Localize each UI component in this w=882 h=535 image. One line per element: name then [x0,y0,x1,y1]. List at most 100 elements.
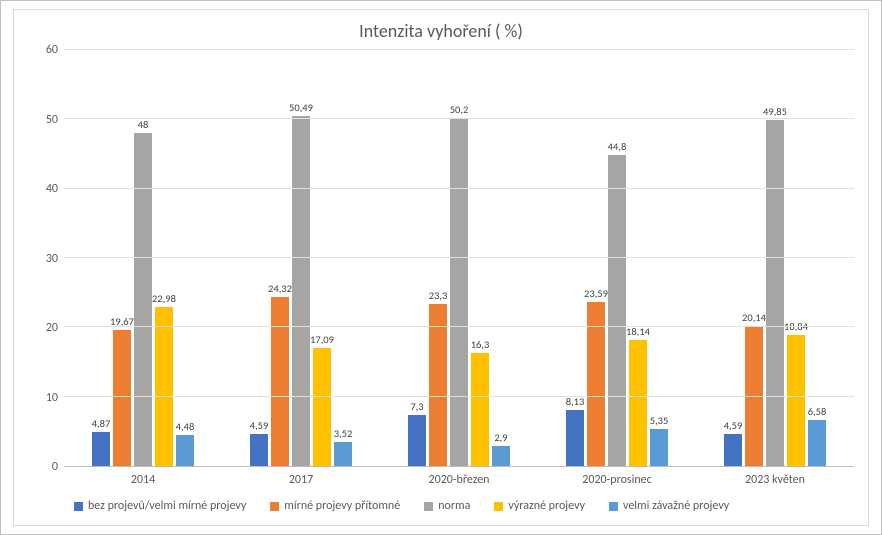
x-tick-label: 2023 květen [696,471,854,493]
bar-value-label: 4,48 [176,420,195,433]
bar-column: 4,59 [724,50,742,466]
bar [766,120,784,466]
x-tick-label: 2020-březen [380,471,538,493]
bar-group: 4,5920,1449,8518,846,58 [696,50,854,466]
gridline [64,396,854,397]
legend-label: norma [438,499,470,513]
bar-column: 7,3 [408,50,426,466]
bar-column: 4,87 [92,50,110,466]
bar [250,434,268,466]
bar-value-label: 49,85 [763,105,787,118]
gridline [64,49,854,50]
bar [113,330,131,466]
legend-item: velmi závažné projevy [609,499,729,513]
bar-value-label: 4,59 [724,419,743,432]
bar-column: 23,59 [587,50,605,466]
bar [724,434,742,466]
y-tick-label: 0 [52,460,58,474]
bar-column: 20,14 [745,50,763,466]
x-tick-label: 2014 [64,471,222,493]
bar-column: 18,84 [787,50,805,466]
plot-area: 4,8719,67 48 22,984,48 4,59 24,32 50,4917,093… [64,50,854,467]
y-tick-label: 30 [46,252,58,266]
legend-label: výrazné projevy [508,499,585,513]
bar-value-label: 50,2 [450,103,469,116]
bar-column: 4,48 [176,50,194,466]
bar-group: 7,3 23,3 50,2 16,3 2,9 [380,50,538,466]
bar [471,353,489,466]
bar-value-label: 23,59 [584,287,608,300]
gridline [64,326,854,327]
bar-value-label: 48 [138,118,149,131]
bar-column: 19,67 [113,50,131,466]
legend-item: bez projevů/velmi mírné projevy [74,499,246,513]
bar-value-label: 7,3 [410,400,423,413]
bar-value-label: 2,9 [494,431,507,444]
legend-item: norma [424,499,470,513]
bar-column: 50,49 [292,50,310,466]
bar-column: 4,59 [250,50,268,466]
x-tick-label: 2017 [222,471,380,493]
bar [408,415,426,466]
bar-column: 23,3 [429,50,447,466]
legend-label: bez projevů/velmi mírné projevy [88,499,246,513]
bar [176,435,194,466]
gridline [64,257,854,258]
bar-value-label: 24,32 [268,282,292,295]
bar-group: 4,59 24,32 50,4917,093,52 [222,50,380,466]
bar-value-label: 4,59 [250,419,269,432]
plot-row: 0102030405060 4,8719,674822,984,484,5924… [14,50,868,467]
bar-column: 48 [134,50,152,466]
bar [808,420,826,466]
gridline [64,118,854,119]
bar-value-label: 16,3 [471,338,490,351]
bar [334,442,352,466]
bar-group: 4,8719,67 48 22,984,48 [64,50,222,466]
chart-container: Intenzita vyhoření ( %) 0102030405060 4,… [0,0,882,535]
bar-column: 5,35 [650,50,668,466]
bar [450,118,468,466]
bar [608,155,626,466]
bar-column: 24,32 [271,50,289,466]
bar-column: 50,2 [450,50,468,466]
bar-column: 17,09 [313,50,331,466]
bar-value-label: 50,49 [289,101,313,114]
bar [566,410,584,466]
bar-value-label: 6,58 [808,405,827,418]
bar [787,335,805,466]
bar-groups: 4,8719,67 48 22,984,48 4,59 24,32 50,4917,093… [64,50,854,466]
x-tick-label: 2020-prosinec [538,471,696,493]
bar-value-label: 4,87 [92,417,111,430]
legend-swatch [609,502,618,511]
y-tick-label: 60 [46,43,58,57]
bar [271,297,289,466]
bar-value-label: 3,52 [334,427,353,440]
bar-column: 22,98 [155,50,173,466]
y-tick-label: 10 [46,391,58,405]
bar-column: 8,13 [566,50,584,466]
bar-column: 16,3 [471,50,489,466]
legend-item: výrazné projevy [494,499,585,513]
bar-value-label: 44,8 [608,140,627,153]
legend-label: velmi závažné projevy [623,499,729,513]
gridline [64,188,854,189]
legend-swatch [74,502,83,511]
y-tick-label: 40 [46,182,58,196]
x-axis: 201420172020-březen2020-prosinec2023 kvě… [14,467,868,493]
legend: bez projevů/velmi mírné projevy mírné pro… [14,493,868,525]
bar-column: 18,14 [629,50,647,466]
bar-column: 49,85 [766,50,784,466]
bar [313,348,331,466]
bar-column: 2,9 [492,50,510,466]
bar-column: 6,58 [808,50,826,466]
legend-swatch [494,502,503,511]
bar [134,133,152,466]
y-tick-label: 20 [46,321,58,335]
bar [492,446,510,466]
bar [629,340,647,466]
y-tick-label: 50 [46,113,58,127]
bar-column: 3,52 [334,50,352,466]
bar-value-label: 23,3 [429,289,448,302]
legend-label: mírné projevy přítomné [284,499,400,513]
bar-column: 44,8 [608,50,626,466]
